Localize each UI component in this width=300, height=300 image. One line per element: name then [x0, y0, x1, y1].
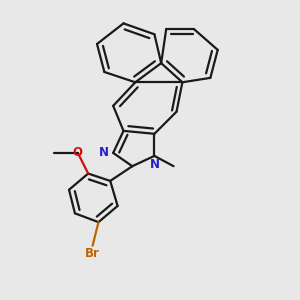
- Text: O: O: [73, 146, 83, 159]
- Text: N: N: [149, 158, 159, 171]
- Text: N: N: [99, 146, 110, 159]
- Text: Br: Br: [85, 248, 100, 260]
